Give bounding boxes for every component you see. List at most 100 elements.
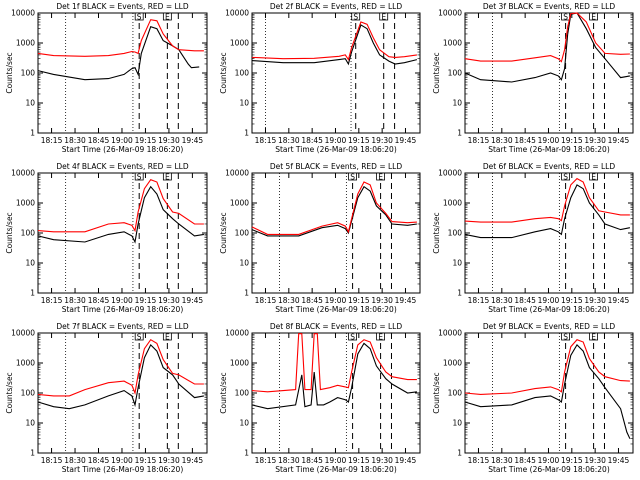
flag-label: E: [381, 13, 386, 22]
y-tick-label: 10000: [225, 329, 249, 338]
x-axis-label: Start Time (26-Mar-09 18:06:20): [488, 305, 610, 314]
black-events-series-line: [251, 24, 418, 66]
flag-label: S: [137, 333, 142, 342]
x-tick-label: 19:15: [348, 456, 370, 465]
flag-label: S: [137, 173, 142, 182]
y-tick-label: 10: [25, 259, 35, 268]
flag-label: E: [378, 173, 383, 182]
y-tick-label: 1000: [443, 199, 462, 208]
y-tick-label: 10: [239, 419, 249, 428]
detector-panel-8: Det 8f BLACK = Events, RED = LLD 1 10 100 10…: [219, 322, 421, 474]
y-tick-label: 1: [244, 449, 249, 458]
y-tick-label: 1000: [230, 359, 249, 368]
red-lld-series-line: [37, 179, 204, 233]
black-events-series-line: [464, 344, 631, 439]
y-tick-label: 10: [239, 99, 249, 108]
x-tick-label: 19:15: [561, 136, 583, 145]
flag-label: S: [563, 333, 568, 342]
red-lld-series-line: [251, 21, 417, 61]
y-tick-label: 10: [452, 259, 462, 268]
panel-title: Det 2f BLACK = Events, RED = LLD: [270, 2, 403, 11]
x-tick-label: 19:30: [158, 296, 180, 305]
x-tick-label: 19:00: [325, 456, 347, 465]
x-tick-label: 19:15: [348, 136, 370, 145]
x-tick-label: 18:15: [41, 296, 63, 305]
y-tick-label: 10000: [438, 329, 462, 338]
plot-frame: [464, 332, 634, 454]
x-tick-label: 19:45: [395, 456, 417, 465]
y-tick-label: 10000: [11, 169, 35, 178]
x-tick-label: 19:30: [584, 296, 606, 305]
y-tick-label: 10000: [225, 9, 249, 18]
flag-label: E: [591, 13, 596, 22]
x-tick-label: 19:30: [371, 456, 393, 465]
x-tick-label: 18:15: [255, 296, 277, 305]
red-lld-series-line: [251, 181, 417, 235]
red-lld-series-line: [37, 338, 204, 397]
y-tick-label: 1: [457, 449, 462, 458]
black-events-series-line: [464, 12, 630, 83]
x-tick-label: 19:30: [158, 456, 180, 465]
y-tick-label: 10: [452, 99, 462, 108]
x-tick-label: 19:30: [584, 136, 606, 145]
panel-title: Det 4f BLACK = Events, RED = LLD: [56, 162, 189, 171]
x-tick-label: 19:00: [538, 136, 560, 145]
x-tick-label: 18:15: [41, 136, 63, 145]
flag-label: E: [165, 13, 170, 22]
x-tick-label: 18:45: [88, 136, 110, 145]
red-lld-series-line: [464, 12, 630, 63]
x-tick-label: 18:30: [64, 296, 86, 305]
black-events-series-line: [37, 343, 204, 410]
y-tick-label: 10: [25, 419, 35, 428]
x-tick-label: 19:45: [182, 136, 204, 145]
x-tick-label: 18:15: [41, 456, 63, 465]
x-tick-label: 19:00: [111, 136, 133, 145]
y-tick-label: 1: [457, 289, 462, 298]
flag-label: E: [165, 333, 170, 342]
x-tick-label: 19:00: [111, 296, 133, 305]
plot-frame: [464, 172, 634, 294]
black-events-series-line: [464, 184, 631, 239]
plot-frame: [251, 172, 421, 294]
x-tick-label: 18:15: [468, 136, 490, 145]
red-lld-series-line: [251, 333, 417, 393]
flag-label: S: [563, 13, 568, 22]
black-events-series-line: [37, 185, 204, 244]
flag-box: [379, 12, 389, 21]
x-tick-label: 18:45: [301, 296, 323, 305]
x-tick-label: 19:15: [561, 456, 583, 465]
x-tick-label: 18:15: [255, 456, 277, 465]
flag-label: S: [137, 13, 142, 22]
x-tick-label: 18:30: [278, 296, 300, 305]
detector-panel-9: Det 9f BLACK = Events, RED = LLD 1 10 100 10…: [432, 322, 634, 474]
panel-title: Det 7f BLACK = Events, RED = LLD: [56, 322, 189, 331]
flag-box: [351, 12, 361, 21]
x-tick-label: 19:15: [561, 296, 583, 305]
detector-panel-6: Det 6f BLACK = Events, RED = LLD 1 10 100 10…: [432, 162, 634, 314]
flag-box: [134, 12, 144, 21]
x-tick-label: 18:45: [88, 456, 110, 465]
black-events-series-line: [251, 185, 417, 237]
y-tick-label: 1000: [16, 199, 35, 208]
y-tick-label: 1: [30, 289, 35, 298]
x-tick-label: 19:30: [158, 136, 180, 145]
x-tick-label: 19:00: [325, 136, 347, 145]
y-tick-label: 100: [448, 69, 463, 78]
flag-label: E: [165, 173, 170, 182]
flag-label: E: [378, 333, 383, 342]
y-axis-label: Counts/sec: [219, 212, 228, 253]
panel-title: Det 5f BLACK = Events, RED = LLD: [270, 162, 403, 171]
x-tick-label: 19:30: [371, 296, 393, 305]
x-tick-label: 19:15: [135, 296, 157, 305]
panel-title: Det 3f BLACK = Events, RED = LLD: [483, 2, 616, 11]
x-tick-label: 18:45: [301, 136, 323, 145]
x-tick-label: 18:30: [64, 456, 86, 465]
x-tick-label: 19:45: [608, 456, 630, 465]
x-axis-label: Start Time (26-Mar-09 18:06:20): [275, 465, 397, 474]
flag-box: [134, 172, 144, 181]
detector-panel-1: Det 1f BLACK = Events, RED = LLD 1 10 100 10…: [5, 2, 208, 154]
x-tick-label: 18:15: [255, 136, 277, 145]
black-events-series-line: [37, 26, 200, 81]
y-tick-label: 1: [244, 129, 249, 138]
flag-box: [376, 172, 385, 181]
